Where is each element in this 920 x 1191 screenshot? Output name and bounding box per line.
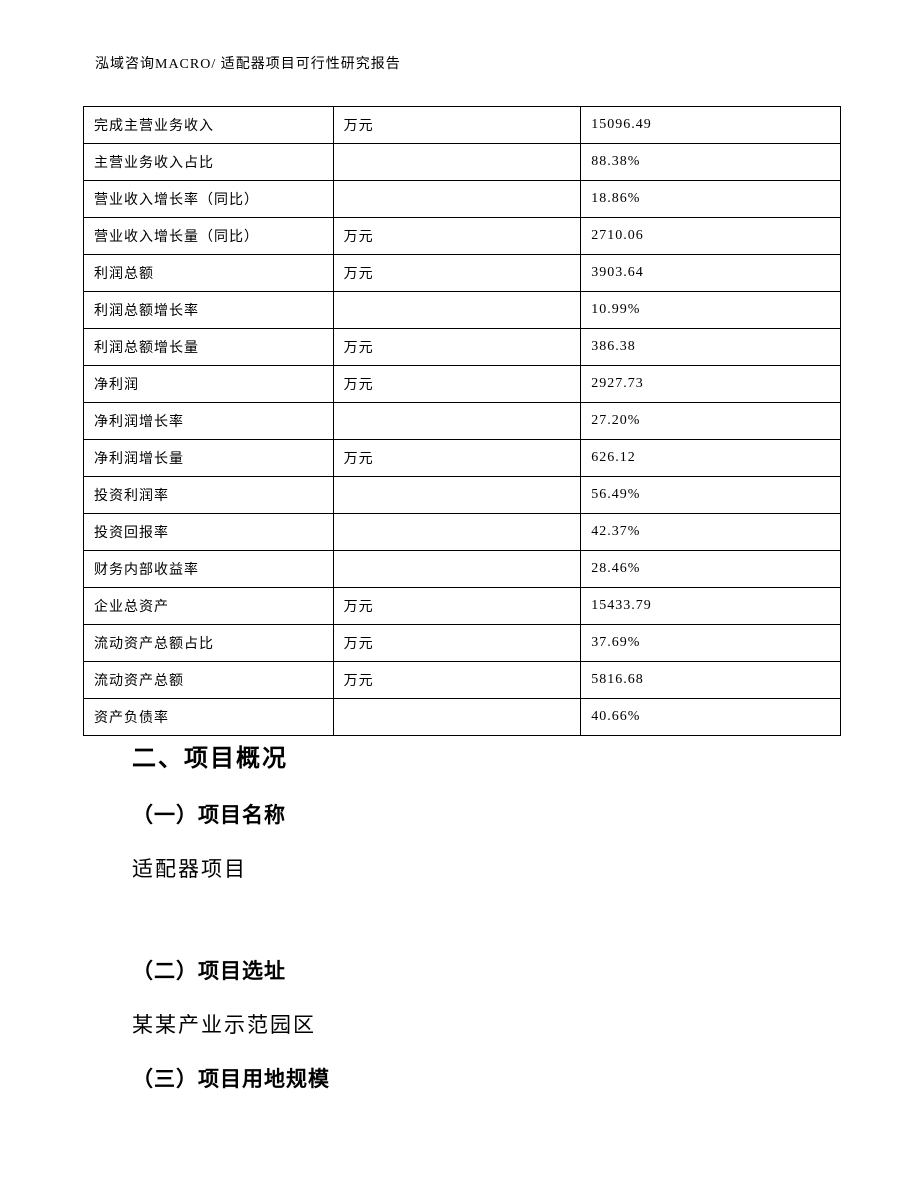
table-cell: 万元 xyxy=(333,107,581,144)
subsection-3-heading: （三）项目用地规模 xyxy=(132,1063,822,1093)
financial-table: 完成主营业务收入万元15096.49主营业务收入占比88.38%营业收入增长率（… xyxy=(83,106,841,736)
table-row: 营业收入增长率（同比） 18.86% xyxy=(84,181,841,218)
table-cell: 15096.49 xyxy=(581,107,841,144)
table-cell: 万元 xyxy=(333,440,581,477)
table-cell: 386.38 xyxy=(581,329,841,366)
table-cell: 626.12 xyxy=(581,440,841,477)
table-cell: 56.49% xyxy=(581,477,841,514)
table-cell: 40.66% xyxy=(581,699,841,736)
table-row: 利润总额增长率 10.99% xyxy=(84,292,841,329)
table-cell: 28.46% xyxy=(581,551,841,588)
table-cell: 万元 xyxy=(333,329,581,366)
table-row: 投资利润率 56.49% xyxy=(84,477,841,514)
table-row: 利润总额万元3903.64 xyxy=(84,255,841,292)
table-cell: 3903.64 xyxy=(581,255,841,292)
table-cell xyxy=(333,699,581,736)
table-row: 流动资产总额占比万元37.69% xyxy=(84,625,841,662)
table-cell: 企业总资产 xyxy=(84,588,334,625)
table-cell xyxy=(333,403,581,440)
table-cell: 2710.06 xyxy=(581,218,841,255)
table-cell: 2927.73 xyxy=(581,366,841,403)
table-cell: 营业收入增长率（同比） xyxy=(84,181,334,218)
table-cell: 投资利润率 xyxy=(84,477,334,514)
page-header: 泓域咨询MACRO/ 适配器项目可行性研究报告 xyxy=(95,53,401,73)
table-row: 完成主营业务收入万元15096.49 xyxy=(84,107,841,144)
table-cell: 15433.79 xyxy=(581,588,841,625)
table-cell: 投资回报率 xyxy=(84,514,334,551)
table-cell: 主营业务收入占比 xyxy=(84,144,334,181)
table-cell: 净利润增长量 xyxy=(84,440,334,477)
table-cell: 流动资产总额占比 xyxy=(84,625,334,662)
table-cell xyxy=(333,144,581,181)
table-cell: 37.69% xyxy=(581,625,841,662)
table-cell: 万元 xyxy=(333,218,581,255)
table-row: 营业收入增长量（同比）万元2710.06 xyxy=(84,218,841,255)
table-cell: 净利润增长率 xyxy=(84,403,334,440)
table-row: 净利润增长量万元626.12 xyxy=(84,440,841,477)
table-cell: 18.86% xyxy=(581,181,841,218)
table-row: 流动资产总额万元5816.68 xyxy=(84,662,841,699)
table-cell xyxy=(333,292,581,329)
table-cell xyxy=(333,477,581,514)
section-2-heading: 二、项目概况 xyxy=(132,738,822,773)
table-cell: 流动资产总额 xyxy=(84,662,334,699)
table-cell: 财务内部收益率 xyxy=(84,551,334,588)
table-cell: 10.99% xyxy=(581,292,841,329)
table-cell: 利润总额 xyxy=(84,255,334,292)
spacer xyxy=(132,907,822,955)
table-cell: 27.20% xyxy=(581,403,841,440)
table-cell: 42.37% xyxy=(581,514,841,551)
table-body: 完成主营业务收入万元15096.49主营业务收入占比88.38%营业收入增长率（… xyxy=(84,107,841,736)
subsection-1-heading: （一）项目名称 xyxy=(132,799,822,829)
table-cell: 利润总额增长量 xyxy=(84,329,334,366)
table-cell xyxy=(333,551,581,588)
table-cell: 万元 xyxy=(333,625,581,662)
table-cell: 万元 xyxy=(333,662,581,699)
table-row: 企业总资产万元15433.79 xyxy=(84,588,841,625)
subsection-1-text: 适配器项目 xyxy=(132,853,822,883)
table-cell: 利润总额增长率 xyxy=(84,292,334,329)
table-row: 财务内部收益率 28.46% xyxy=(84,551,841,588)
table-row: 净利润增长率 27.20% xyxy=(84,403,841,440)
table-cell: 资产负债率 xyxy=(84,699,334,736)
table-cell xyxy=(333,514,581,551)
table-cell: 营业收入增长量（同比） xyxy=(84,218,334,255)
table-cell: 万元 xyxy=(333,588,581,625)
table-cell: 完成主营业务收入 xyxy=(84,107,334,144)
content-section: 二、项目概况 （一）项目名称 适配器项目 （二）项目选址 某某产业示范园区 （三… xyxy=(132,738,822,1117)
table-cell xyxy=(333,181,581,218)
table-row: 利润总额增长量万元386.38 xyxy=(84,329,841,366)
table-row: 主营业务收入占比 88.38% xyxy=(84,144,841,181)
table-row: 投资回报率 42.37% xyxy=(84,514,841,551)
table-row: 净利润万元2927.73 xyxy=(84,366,841,403)
table-cell: 万元 xyxy=(333,255,581,292)
table-row: 资产负债率 40.66% xyxy=(84,699,841,736)
table-cell: 5816.68 xyxy=(581,662,841,699)
subsection-2-text: 某某产业示范园区 xyxy=(132,1009,822,1039)
table-cell: 88.38% xyxy=(581,144,841,181)
table-cell: 净利润 xyxy=(84,366,334,403)
subsection-2-heading: （二）项目选址 xyxy=(132,955,822,985)
table-cell: 万元 xyxy=(333,366,581,403)
